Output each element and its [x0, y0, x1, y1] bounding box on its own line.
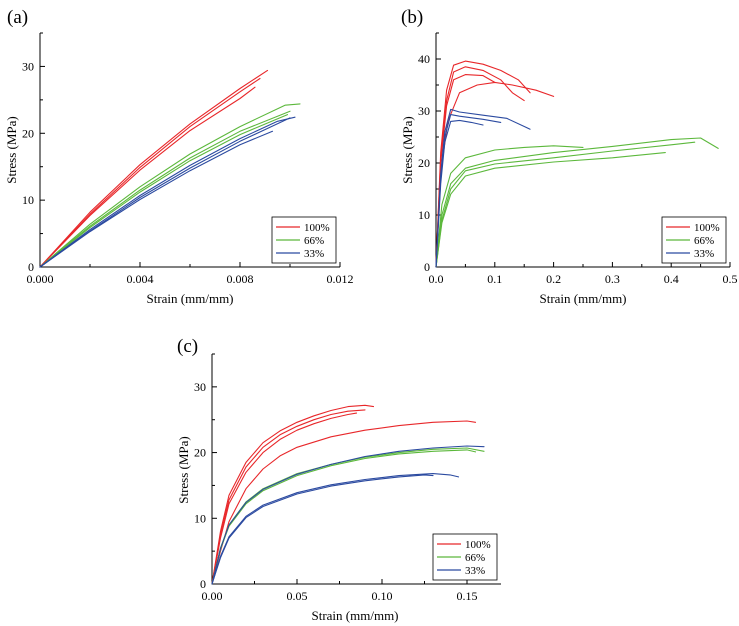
- series-b-33pct-9: [435, 108, 531, 268]
- series-b-100pct-1: [435, 60, 531, 268]
- x-tick-label-c: 0.10: [372, 589, 393, 603]
- series-a-33pct-7: [39, 116, 296, 268]
- x-tick-label-b: 0.5: [723, 272, 738, 286]
- x-axis-label-a: Strain (mm/mm): [146, 291, 233, 306]
- y-tick-label-c: 30: [194, 380, 206, 394]
- y-tick-label-a: 20: [22, 126, 34, 140]
- legend-label-a: 33%: [304, 248, 324, 260]
- y-tick-label-a: 0: [28, 260, 34, 274]
- series-c-33pct-9: [211, 474, 434, 585]
- x-tick-label-b: 0.0: [429, 272, 444, 286]
- legend-label-b: 33%: [694, 248, 714, 260]
- x-tick-label-c: 0.05: [287, 589, 308, 603]
- y-axis-label-c: Stress (MPa): [176, 436, 191, 504]
- panel-label-c: (c): [177, 336, 198, 357]
- series-a-66pct-4: [39, 103, 301, 268]
- series-c-100pct-1: [211, 404, 375, 585]
- x-tick-label-a: 0.008: [227, 272, 254, 286]
- series-a-33pct-9: [39, 130, 274, 268]
- y-axis-label-a: Stress (MPa): [4, 116, 19, 184]
- y-tick-label-b: 40: [418, 52, 430, 66]
- y-axis-label-b: Stress (MPa): [400, 116, 415, 184]
- x-tick-label-b: 0.2: [546, 272, 561, 286]
- legend-label-b: 100%: [694, 222, 720, 234]
- x-tick-label-a: 0.000: [27, 272, 54, 286]
- series-b-66pct-8: [435, 145, 584, 268]
- series-b-66pct-7: [435, 152, 666, 268]
- legend-label-c: 33%: [465, 565, 485, 577]
- panel-a: (a) Strain (mm/mm) Stress (MPa) 0.000 0.0…: [4, 7, 354, 306]
- series-a-100pct-3: [39, 86, 256, 268]
- panel-c: (c) Strain (mm/mm) Stress (MPa) 0.00 0.05…: [176, 336, 501, 623]
- series-c-33pct-8: [211, 473, 460, 585]
- series-a-66pct-6: [39, 114, 289, 268]
- series-c-100pct-4: [211, 420, 477, 585]
- x-tick-label-b: 0.4: [664, 272, 679, 286]
- series-a-100pct-1: [39, 69, 269, 268]
- series-b-33pct-11: [435, 119, 484, 268]
- legend-label-c: 66%: [465, 552, 485, 564]
- y-tick-label-b: 30: [418, 104, 430, 118]
- series-c-100pct-2: [211, 409, 366, 585]
- x-tick-label-c: 0.15: [457, 589, 478, 603]
- x-tick-label-a: 0.004: [127, 272, 154, 286]
- series-b-66pct-5: [435, 137, 719, 268]
- legend-label-a: 66%: [304, 235, 324, 247]
- series-b-100pct-3: [435, 74, 496, 268]
- series-a-100pct-2: [39, 77, 261, 268]
- x-axis-label-c: Strain (mm/mm): [311, 608, 398, 623]
- series-b-66pct-6: [435, 141, 696, 268]
- panel-b: (b) Strain (mm/mm) Stress (MPa) 0.0 0.1 0.…: [400, 7, 738, 306]
- y-tick-label-a: 30: [22, 59, 34, 73]
- y-tick-label-a: 10: [22, 193, 34, 207]
- y-tick-label-c: 10: [194, 511, 206, 525]
- x-tick-label-b: 0.1: [487, 272, 502, 286]
- series-a-33pct-8: [39, 117, 291, 268]
- y-tick-label-b: 10: [418, 208, 430, 222]
- series-c-33pct-7: [211, 445, 485, 585]
- series-c-100pct-3: [211, 412, 358, 585]
- x-tick-label-a: 0.012: [327, 272, 354, 286]
- x-tick-label-c: 0.00: [202, 589, 223, 603]
- y-tick-label-c: 0: [200, 577, 206, 591]
- x-axis-label-b: Strain (mm/mm): [539, 291, 626, 306]
- panel-label-a: (a): [7, 7, 28, 28]
- y-tick-label-b: 20: [418, 156, 430, 170]
- legend-label-b: 66%: [694, 235, 714, 247]
- y-tick-label-c: 20: [194, 446, 206, 460]
- x-tick-label-b: 0.3: [605, 272, 620, 286]
- panel-label-b: (b): [401, 7, 423, 28]
- legend-label-a: 100%: [304, 222, 330, 234]
- series-a-66pct-5: [39, 110, 291, 268]
- y-tick-label-b: 0: [424, 260, 430, 274]
- legend-label-c: 100%: [465, 539, 491, 551]
